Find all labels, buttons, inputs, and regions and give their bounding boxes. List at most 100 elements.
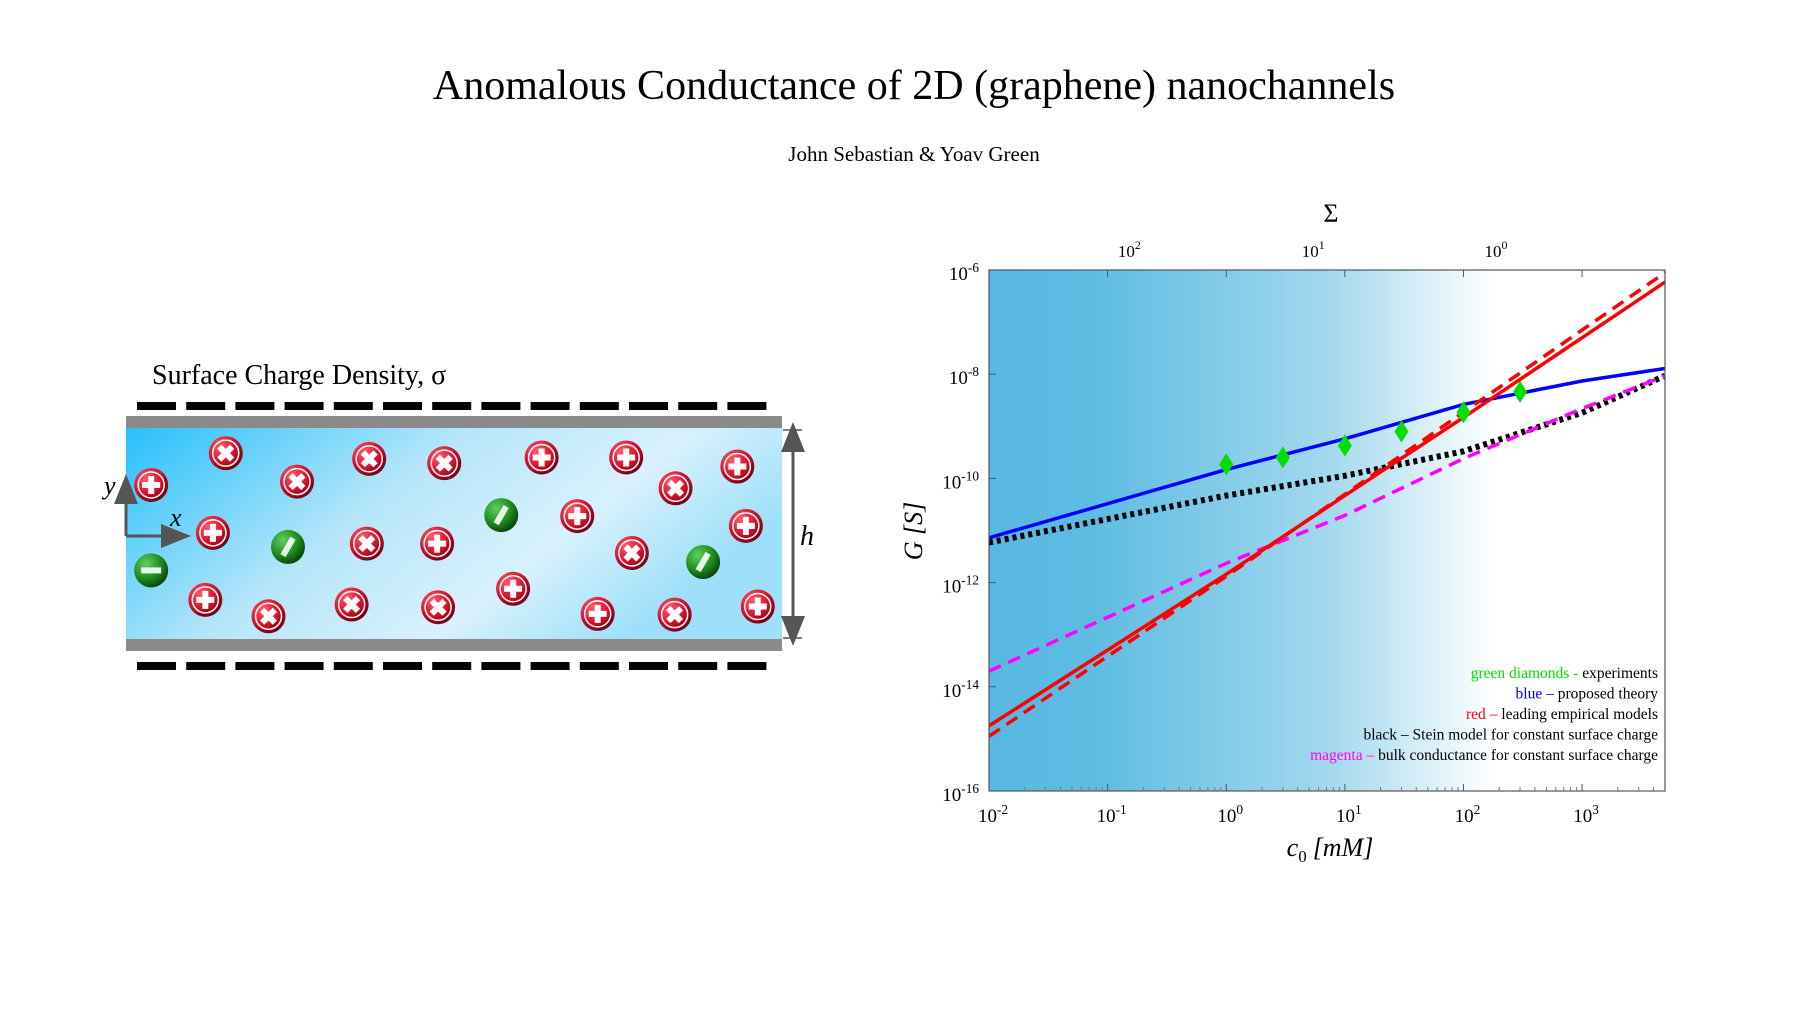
x-tick-label: 100	[1217, 802, 1243, 827]
y-tick-label: 10-6	[949, 260, 979, 285]
cation-icon	[334, 587, 369, 622]
cation-icon	[349, 526, 384, 561]
x-axis-label: c0 [mM]	[1287, 833, 1374, 866]
charge-dash	[333, 402, 373, 410]
anion-icon	[270, 529, 305, 564]
cation-icon	[657, 597, 692, 632]
channel-wall-bottom	[126, 639, 782, 651]
anion-icon	[484, 498, 519, 533]
charge-dash	[530, 402, 570, 410]
experiment-diamond	[1337, 434, 1352, 457]
surface-charge-dashes-top	[137, 402, 767, 410]
y-axis-label: G [S]	[899, 502, 928, 561]
charge-dash	[678, 662, 718, 670]
charge-dash	[137, 402, 176, 410]
charge-dash	[727, 662, 767, 670]
charge-dash	[432, 402, 472, 410]
cation-icon	[496, 571, 531, 606]
y-tick-label: 10-14	[942, 677, 979, 702]
x-tick-label: 103	[1573, 802, 1599, 827]
charge-dash	[629, 662, 668, 670]
legend-entry: blue – proposed theory	[1516, 686, 1659, 703]
cation-icon	[609, 440, 644, 475]
experiment-diamond	[1456, 401, 1471, 424]
cation-icon	[280, 464, 314, 499]
experiment-diamond	[1394, 420, 1409, 443]
axis-y-label: y	[101, 471, 116, 500]
x-tick-label: 102	[1455, 802, 1481, 827]
cation-icon	[352, 441, 387, 476]
cation-icon	[420, 526, 455, 561]
channel-wall-top	[126, 416, 782, 428]
cation-icon	[251, 599, 286, 634]
series-line	[989, 271, 1665, 738]
series-line	[989, 366, 1665, 540]
charge-dash	[235, 662, 275, 670]
cation-icon	[427, 446, 462, 481]
plot-frame	[988, 269, 1666, 792]
series-line	[989, 374, 1665, 673]
cation-icon	[720, 449, 755, 484]
cation-icon	[524, 440, 559, 475]
cation-icon	[658, 471, 693, 506]
cation-icon	[580, 596, 615, 631]
experiment-diamond	[1513, 380, 1528, 403]
series-line	[989, 373, 1665, 546]
top-tick-label: 100	[1484, 238, 1507, 261]
ions	[134, 436, 775, 634]
charge-dash	[727, 402, 767, 410]
charge-dash	[481, 662, 521, 670]
experiment-diamond	[1275, 446, 1290, 469]
cation-icon	[134, 467, 169, 502]
anion-icon	[134, 553, 169, 588]
charge-dash	[284, 402, 324, 410]
charge-dash	[530, 662, 570, 670]
height-label: h	[800, 521, 814, 552]
slide-title: Anomalous Conductance of 2D (graphene) n…	[432, 63, 1396, 109]
charge-dash	[333, 662, 373, 670]
charge-dash	[284, 662, 324, 670]
cation-icon	[560, 499, 595, 534]
surface-charge-label: Surface Charge Density, σ	[152, 360, 446, 391]
cation-icon	[740, 589, 775, 624]
charge-dash	[186, 662, 226, 670]
cation-icon	[728, 508, 763, 543]
x-tick-label: 10-1	[1097, 802, 1127, 827]
y-tick-label: 10-16	[942, 781, 979, 806]
cation-icon	[208, 436, 243, 471]
top-tick-label: 102	[1118, 238, 1141, 261]
cation-icon	[421, 590, 456, 625]
y-tick-label: 10-10	[942, 468, 979, 493]
charge-dash	[432, 662, 472, 670]
legend-entry: black – Stein model for constant surface…	[1363, 727, 1658, 744]
charge-dash	[383, 402, 422, 410]
top-axis-label: Σ	[1323, 199, 1338, 228]
x-tick-label: 101	[1336, 802, 1362, 827]
charge-dash	[678, 402, 718, 410]
cation-icon	[188, 582, 223, 617]
charge-dash	[383, 662, 422, 670]
charge-dash	[235, 402, 275, 410]
charge-dash	[137, 662, 176, 670]
legend-entry: red – leading empirical models	[1466, 706, 1658, 723]
y-tick-label: 10-8	[949, 364, 979, 389]
experiment-diamond	[1219, 453, 1234, 476]
charge-dash	[579, 402, 619, 410]
charge-dash	[481, 402, 521, 410]
x-tick-label: 10-2	[978, 802, 1008, 827]
axis-x-label: x	[169, 503, 182, 532]
legend-entry: magenta – bulk conductance for constant …	[1310, 747, 1658, 764]
cation-icon	[614, 535, 649, 570]
legend-entry: green diamonds - experiments	[1471, 665, 1658, 682]
top-tick-label: 101	[1302, 238, 1325, 261]
authors: John Sebastian & Yoav Green	[788, 142, 1040, 166]
y-tick-label: 10-12	[942, 573, 979, 598]
charge-dash	[629, 402, 668, 410]
cation-icon	[195, 515, 230, 550]
charge-dash	[579, 662, 619, 670]
charge-dash	[186, 402, 226, 410]
anion-icon	[686, 545, 721, 579]
surface-charge-dashes-bottom	[137, 662, 767, 670]
